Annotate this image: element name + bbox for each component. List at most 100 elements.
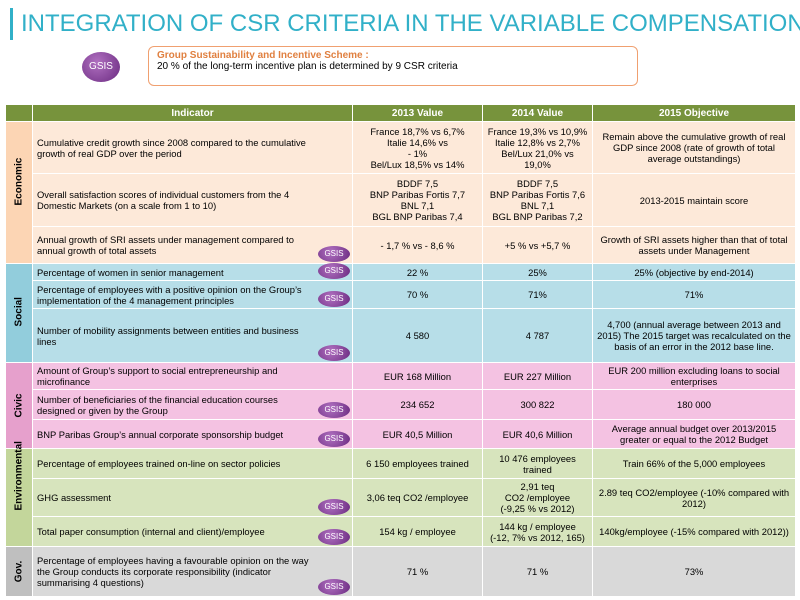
value-line: (-12, 7% vs 2012, 165) xyxy=(490,531,585,543)
value-line: Train 66% of the 5,000 employees xyxy=(622,458,766,469)
value-cell: 300 822 xyxy=(482,389,593,420)
table-row: BNP Paribas Group’s annual corporate spo… xyxy=(6,419,796,449)
value-line: EUR 40,5 Million xyxy=(382,428,453,440)
value-line: 144 kg / employee xyxy=(499,520,576,532)
value-cell: 71% xyxy=(482,280,593,309)
value-line: 71% xyxy=(684,289,704,300)
value-cell: 144 kg / employee (-12, 7% vs 2012, 165) xyxy=(482,516,593,547)
value-cell: EUR 168 Million xyxy=(352,362,483,390)
value-cell: 2,91 teq CO2 /employee (-9,25 % vs 2012) xyxy=(482,478,593,517)
value-cell: 154 kg / employee xyxy=(352,516,483,547)
value-line: 73% xyxy=(684,566,704,577)
value-line: BNL 7,1 xyxy=(520,200,555,211)
header-cell xyxy=(5,104,33,122)
value-cell: 25% (objective by end-2014) xyxy=(592,263,796,281)
indicator-cell: Percentage of employees with a positive … xyxy=(32,280,353,309)
group-cell: Gov. xyxy=(5,546,33,597)
value-cell: 25% xyxy=(482,263,593,281)
indicator-cell: Cumulative credit growth since 2008 comp… xyxy=(32,121,353,174)
value-line: 71 % xyxy=(526,566,549,577)
value-line: CO2 /employee xyxy=(504,492,571,503)
indicator-cell: Percentage of employees having a favoura… xyxy=(32,546,353,597)
gsis-badge: GSIS xyxy=(318,263,350,279)
header-cell: Indicator xyxy=(32,104,353,122)
indicator-cell: BNP Paribas Group’s annual corporate spo… xyxy=(32,419,353,449)
indicator-text: Amount of Group’s support to social entr… xyxy=(37,365,278,387)
value-cell: 234 652 xyxy=(352,389,483,420)
value-cell: - 1,7 % vs - 8,6 % xyxy=(352,226,483,264)
value-line: EUR 227 Million xyxy=(503,370,572,382)
gsis-badge: GSIS xyxy=(82,52,120,82)
value-line: 25% xyxy=(528,266,547,278)
value-cell: 10 476 employees trained xyxy=(482,448,593,479)
table-row: Civic Amount of Group’s support to social… xyxy=(5,362,796,449)
value-line: 3,06 teq CO2 /employee xyxy=(366,492,469,503)
indicator-cell: Annual growth of SRI assets under manage… xyxy=(32,226,353,264)
csr-table: Indicator 2013 Value 2014 Value 2015 Object… xyxy=(5,104,796,597)
value-cell: 71 % xyxy=(352,546,483,597)
value-line: 4,700 (annual average between 2013 and 2… xyxy=(597,319,791,352)
value-line: +5 % vs +5,7 % xyxy=(504,239,571,251)
value-line: - 1,7 % vs - 8,6 % xyxy=(380,239,455,251)
table-row: Gov. Percentage of employees having a fav… xyxy=(5,546,796,597)
value-cell: 180 000 xyxy=(592,389,796,420)
value-cell: France 18,7% vs 6,7% Italie 14,6% vs - 1% B… xyxy=(352,121,483,174)
value-line: 140kg/employee (-15% compared with 2012)… xyxy=(599,526,789,537)
value-line: BDDF 7,5 xyxy=(396,178,439,189)
table-row: Number of mobility assignments between e… xyxy=(6,308,796,363)
indicator-cell: Number of beneficiaries of the financial… xyxy=(32,389,353,420)
value-line: Bel/Lux 18,5% vs 14% xyxy=(370,158,465,170)
value-cell: 4 787 xyxy=(482,308,593,363)
table-row: GHG assessment GSIS 3,06 teq CO2 /employee… xyxy=(6,478,796,517)
value-line: 2.89 teq CO2/employee (-10% compared wit… xyxy=(598,486,790,509)
group-label: Social xyxy=(13,296,25,326)
value-cell: 73% xyxy=(592,546,796,597)
value-cell: 4 580 xyxy=(352,308,483,363)
value-line: BGL BNP Paribas 7,2 xyxy=(492,211,583,222)
value-line: France 18,7% vs 6,7% xyxy=(370,125,465,137)
indicator-text: BNP Paribas Group’s annual corporate spo… xyxy=(37,428,284,440)
value-line: EUR 200 million excluding loans to socia… xyxy=(608,365,780,387)
indicator-text: GHG assessment xyxy=(37,492,111,503)
value-line: (-9,25 % vs 2012) xyxy=(500,503,575,514)
indicator-cell: Percentage of employees trained on-line … xyxy=(32,448,353,479)
value-line: 180 000 xyxy=(677,399,711,410)
header-cell: 2015 Objective xyxy=(592,104,796,122)
value-cell: Average annual budget over 2013/2015 gre… xyxy=(592,419,796,449)
value-cell: 70 % xyxy=(352,280,483,309)
value-line: 6 150 employees trained xyxy=(366,458,469,469)
gsis-badge: GSIS xyxy=(318,499,350,515)
value-line: 71 % xyxy=(406,566,429,577)
scheme-title: Group Sustainability and Incentive Schem… xyxy=(157,50,369,61)
value-cell: Train 66% of the 5,000 employees xyxy=(592,448,796,479)
value-cell: BDDF 7,5 BNP Paribas Fortis 7,7 BNL 7,1 BGL… xyxy=(352,173,483,227)
value-cell: BDDF 7,5 BNP Paribas Fortis 7,6 BNL 7,1 BGL… xyxy=(482,173,593,227)
value-line: Average annual budget over 2013/2015 gre… xyxy=(611,423,777,445)
table-row: Number of beneficiaries of the financial… xyxy=(6,389,796,420)
value-line: EUR 40,6 Million xyxy=(502,428,573,440)
header-cell: 2013 Value xyxy=(352,104,483,122)
indicator-cell: Amount of Group’s support to social entr… xyxy=(32,362,353,390)
indicator-text: Cumulative credit growth since 2008 comp… xyxy=(37,136,306,159)
value-cell: Remain above the cumulative growth of re… xyxy=(592,121,796,174)
group-label: Gov. xyxy=(13,560,25,583)
value-cell: 2.89 teq CO2/employee (-10% compared wit… xyxy=(592,478,796,517)
value-cell: 4,700 (annual average between 2013 and 2… xyxy=(592,308,796,363)
table-row: Overall satisfaction scores of individua… xyxy=(6,173,796,227)
indicator-text: Number of mobility assignments between e… xyxy=(37,324,299,347)
value-line: 25% (objective by end-2014) xyxy=(634,266,754,278)
value-line: Remain above the cumulative growth of re… xyxy=(602,131,786,164)
value-cell: Growth of SRI assets higher than that of… xyxy=(592,226,796,264)
value-line: EUR 168 Million xyxy=(383,370,452,382)
table-row: Social Percentage of women in senior mana… xyxy=(5,263,796,363)
table-row: Environmental Percentage of employees tra… xyxy=(5,441,796,547)
value-line: France 19,3% vs 10,9% xyxy=(487,125,588,137)
value-line: 2013-2015 maintain score xyxy=(639,194,749,206)
value-line: Italie 14,6% vs xyxy=(387,136,448,148)
value-cell: 71 % xyxy=(482,546,593,597)
value-line: 4 580 xyxy=(405,330,430,341)
value-line: 71% xyxy=(528,289,547,300)
indicator-text: Percentage of employees trained on-line … xyxy=(37,458,281,469)
value-line: BNP Paribas Fortis 7,7 xyxy=(369,189,466,200)
